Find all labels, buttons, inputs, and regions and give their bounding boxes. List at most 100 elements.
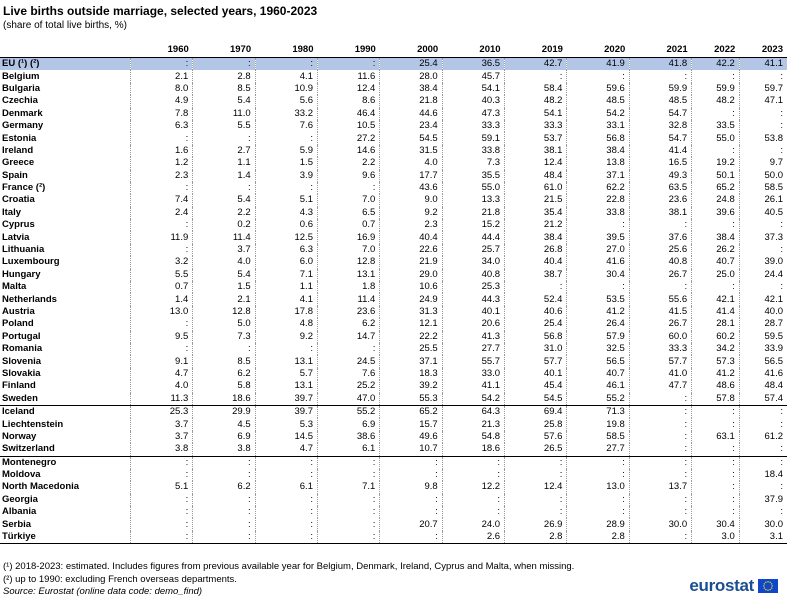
table-row: Bulgaria 8.0 8.5 10.9 12.4 38.4 54.1 58.4 59.6 59… [0, 82, 787, 96]
table-cell: 13.7 [628, 481, 692, 494]
table-row: Georgia::::::::::37.9 [0, 493, 787, 507]
row-label: Croatia [2, 194, 35, 206]
table-cell: 12.4 [504, 481, 567, 494]
table-cell: 21.2 [504, 219, 567, 232]
table-row: Netherlands 1.4 2.1 4.1 11.4 24.9 44.3 52.4 53.5… [0, 293, 787, 306]
table-cell: 25.4 [504, 318, 567, 331]
table-cell: 6.0 [254, 256, 318, 269]
table-cell: 5.9 [254, 144, 318, 158]
table-cell: 40.8 [441, 268, 505, 282]
table-cell: 25.2 [316, 380, 380, 393]
table-cell: 31.5 [379, 144, 443, 158]
table-cell: 41.4 [628, 144, 692, 158]
table-cell: 0.2 [192, 219, 256, 232]
column-header-2020: 2020 [566, 43, 630, 58]
row-label: Netherlands [2, 293, 57, 305]
table-row: Spain 2.3 1.4 3.9 9.6 17.7 35.5 48.4 37.1 49.3 50.… [0, 169, 787, 182]
table-cell: 40.7 [691, 256, 740, 269]
table-cell: 21.8 [379, 95, 443, 108]
table-row: Ireland 1.6 2.7 5.9 14.6 31.5 33.8 38.1 38.4 41.4… [0, 144, 787, 158]
table-cell: : [316, 342, 380, 356]
table-cell: 39.2 [379, 380, 443, 393]
table-cell: 59.7 [738, 82, 787, 96]
table-cell: 34.0 [441, 256, 505, 269]
table-cell: 3.2 [129, 256, 193, 269]
table-cell: 30.0 [628, 518, 692, 531]
table-cell: 27.7 [441, 342, 505, 356]
table-cell: 2.8 [566, 530, 630, 545]
table-cell: 57.4 [738, 392, 787, 406]
table-cell: 54.1 [441, 82, 505, 96]
table-cell: 50.1 [691, 169, 740, 182]
table-cell: 41.9 [566, 57, 630, 71]
table-cell: : [738, 243, 787, 257]
flag-star [765, 581, 767, 584]
table-cell: 41.2 [566, 305, 630, 319]
table-cell: : [566, 455, 630, 469]
table-cell: 54.1 [504, 107, 567, 120]
table-row: Moldova::::::::::18.4 [0, 468, 787, 482]
table-cell: 25.5 [379, 342, 443, 356]
row-label: Spain [2, 169, 28, 181]
table-row: Poland:5.0 4.8 6.2 12.1 20.6 25.4 26.4 26.7 28.1… [0, 318, 787, 331]
table-cell: 36.5 [441, 57, 505, 71]
table-cell: 3.7 [192, 243, 256, 257]
eurostat-logo: eurostat [689, 576, 778, 596]
table-cell: 3.8 [129, 443, 193, 456]
row-label: Hungary [2, 268, 41, 280]
table-cell: 6.1 [254, 481, 318, 494]
table-cell: 58.5 [566, 430, 630, 444]
flag-star [769, 588, 771, 591]
table-cell: 71.3 [566, 404, 630, 419]
table-cell: 50.0 [738, 169, 787, 182]
table-cell: 6.3 [254, 243, 318, 257]
table-cell: 44.4 [441, 231, 505, 244]
table-cell: 25.6 [628, 243, 692, 257]
table-cell: 41.6 [738, 367, 787, 381]
table-cell: 1.4 [192, 169, 256, 182]
row-label: Germany [2, 120, 44, 132]
table-cell: 55.6 [628, 293, 692, 306]
row-label: Greece [2, 157, 35, 169]
table-cell: 4.8 [254, 318, 318, 331]
table-cell: 39.7 [254, 392, 318, 406]
table-cell: 23.6 [316, 305, 380, 319]
table-cell: 23.4 [379, 119, 443, 133]
table-cell: 40.4 [504, 256, 567, 269]
table-cell: : [316, 518, 380, 531]
table-cell: : [738, 455, 787, 469]
table-cell: 38.7 [504, 268, 567, 282]
table-row: Serbia::::20.7 24.0 26.9 28.9 30.0 30.4 30.0 [0, 518, 787, 531]
table-cell: : [738, 481, 787, 494]
row-label: Czechia [2, 95, 38, 107]
table-cell: : [691, 481, 740, 494]
table-cell: 61.2 [738, 430, 787, 444]
table-cell: 1.5 [254, 157, 318, 170]
row-label: France (²) [2, 182, 46, 194]
row-label: Slovenia [2, 355, 42, 367]
table-cell: : [192, 530, 256, 545]
table-cell: 12.5 [254, 231, 318, 244]
table-cell: 45.4 [504, 380, 567, 393]
flag-star [770, 587, 773, 589]
table-cell: 40.5 [738, 206, 787, 220]
table-cell: 29.9 [192, 404, 256, 419]
table-cell: 57.7 [628, 355, 692, 368]
table-cell: 25.4 [379, 57, 443, 71]
table-cell: : [441, 468, 505, 482]
table-cell: 16.9 [316, 231, 380, 244]
flag-star [763, 587, 766, 589]
table-cell: 1.6 [129, 144, 193, 158]
table-row: Montenegro::::::::::: [0, 455, 787, 469]
flag-star [771, 585, 773, 587]
table-cell: 56.5 [738, 355, 787, 368]
column-header-2023: 2023 [739, 43, 787, 58]
table-cell: 32.5 [566, 342, 630, 356]
table-cell: 9.2 [254, 330, 318, 343]
column-header-1990: 1990 [317, 43, 380, 58]
row-label: Finland [2, 380, 36, 392]
table-cell: 8.5 [192, 355, 256, 368]
flag-star [767, 581, 769, 583]
table-cell: 6.9 [316, 418, 380, 431]
table-cell: 60.2 [691, 330, 740, 343]
